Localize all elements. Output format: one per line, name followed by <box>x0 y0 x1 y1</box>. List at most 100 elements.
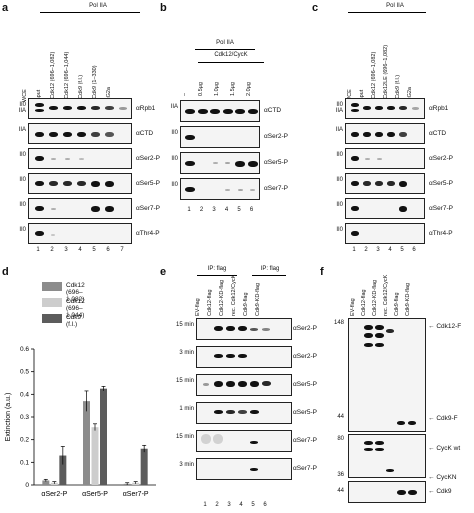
band <box>76 181 86 186</box>
lane-number: 3 <box>376 247 380 253</box>
band <box>351 103 359 107</box>
band <box>363 181 371 186</box>
band <box>237 354 247 358</box>
lane-number: 1 <box>203 502 207 508</box>
lane-number: 4 <box>388 247 392 253</box>
antibody-label-ser5-p: αSer5-P <box>429 179 453 187</box>
band <box>387 106 395 110</box>
lane-number: 6 <box>106 247 110 253</box>
band <box>213 354 223 358</box>
band <box>399 206 407 212</box>
band <box>34 181 44 186</box>
band <box>351 206 359 211</box>
lane-number: 2 <box>199 207 204 213</box>
band <box>34 132 44 137</box>
lane-number: 5 <box>400 247 404 253</box>
column-label: +Cdk12LE (696–1,082) <box>383 44 389 102</box>
band <box>386 329 394 333</box>
arrow-left-icon: ← <box>428 445 437 452</box>
blot-left-label: 1 min <box>179 406 194 412</box>
column-label: rec. Cdk12/CycK <box>383 274 389 316</box>
band <box>386 469 394 472</box>
band <box>374 441 384 445</box>
band <box>197 109 208 114</box>
band <box>213 381 223 387</box>
band <box>64 158 70 160</box>
legend-swatch <box>42 314 62 323</box>
blot-strip <box>196 374 292 396</box>
panel-c-letter: c <box>312 2 319 14</box>
band <box>34 103 44 107</box>
blot-strip <box>345 123 425 144</box>
antibody-label-ser5-p: αSer5-P <box>293 409 317 416</box>
band <box>396 490 406 495</box>
band <box>235 161 245 167</box>
blot-left-label: II0 <box>19 176 26 183</box>
column-label: EV-flag <box>195 298 201 316</box>
lane-number: 7 <box>120 247 124 253</box>
blot-strip <box>28 123 132 144</box>
blot-left-label: II0 IIA <box>335 101 343 114</box>
blot-left-label: 15 min <box>175 378 194 384</box>
band <box>62 181 72 186</box>
blot-strip <box>180 178 260 200</box>
arrow-left-icon: ← <box>428 415 437 422</box>
band <box>363 132 371 137</box>
band <box>51 234 55 236</box>
mw-marker: 44 <box>337 488 344 494</box>
blot-strip <box>348 434 426 478</box>
antibody-label-thr4-p: αThr4-P <box>429 229 453 237</box>
band <box>50 208 56 210</box>
y-tick-label: 0.1 <box>20 459 29 466</box>
protein-label-text: CycK wt <box>436 445 461 452</box>
band <box>363 333 373 338</box>
column-label: EV-flag <box>350 298 356 316</box>
panel-b-sub-bracket <box>198 62 264 63</box>
panel-e-header-left: IP: flag <box>207 266 227 272</box>
bar <box>42 480 50 485</box>
blot-left-label: II0 <box>171 156 178 162</box>
panel-c-header: Pol IIA <box>386 3 404 9</box>
band <box>249 381 259 387</box>
lane-number: 2 <box>215 502 219 508</box>
blot-left-label: IIA <box>335 126 343 133</box>
protein-label-text: Cdk9 <box>436 488 452 495</box>
blot-strip <box>180 126 260 148</box>
band <box>119 107 127 110</box>
column-label: +Cdk9 (1–330) <box>92 65 98 102</box>
band <box>104 181 114 187</box>
band <box>235 109 245 114</box>
band <box>237 410 247 414</box>
y-axis-label: Extinction (a.u.) <box>5 393 12 442</box>
protein-label: ← Cdk9-F <box>428 415 458 422</box>
panel-e-bracket-left <box>197 275 237 276</box>
antibody-label-ctd: αCTD <box>136 129 154 137</box>
band <box>351 132 359 137</box>
protein-label-text: Cdk12-F <box>436 323 462 330</box>
blot-strip <box>196 458 292 480</box>
band <box>399 181 407 187</box>
antibody-label-ser5-p: αSer5-P <box>136 179 160 187</box>
protein-label-text: Cdk9-F <box>436 415 458 422</box>
lane-number: 6 <box>263 502 267 508</box>
protein-label: ← Cdk12-F <box>428 323 461 330</box>
band <box>210 109 220 114</box>
panel-a-bracket <box>40 12 140 13</box>
panel-b-subheader: Cdk12/CycK <box>214 52 248 58</box>
antibody-label-ser5-p: αSer5-P <box>264 159 288 166</box>
band <box>213 434 223 444</box>
blot-strip <box>345 98 425 119</box>
band <box>237 189 243 191</box>
band <box>48 181 58 186</box>
column-label: 1.5μg <box>230 82 236 96</box>
bar <box>140 448 148 485</box>
protein-label: ← CycK wt <box>428 445 460 452</box>
lane-number: 4 <box>224 207 229 213</box>
band <box>363 325 373 330</box>
y-tick-label: 0.4 <box>20 391 29 398</box>
band <box>407 490 417 495</box>
blot-left-label: II0 <box>19 226 26 233</box>
panel-e-header-right: IP: flag <box>260 266 280 272</box>
band <box>201 434 211 444</box>
band <box>104 206 114 212</box>
